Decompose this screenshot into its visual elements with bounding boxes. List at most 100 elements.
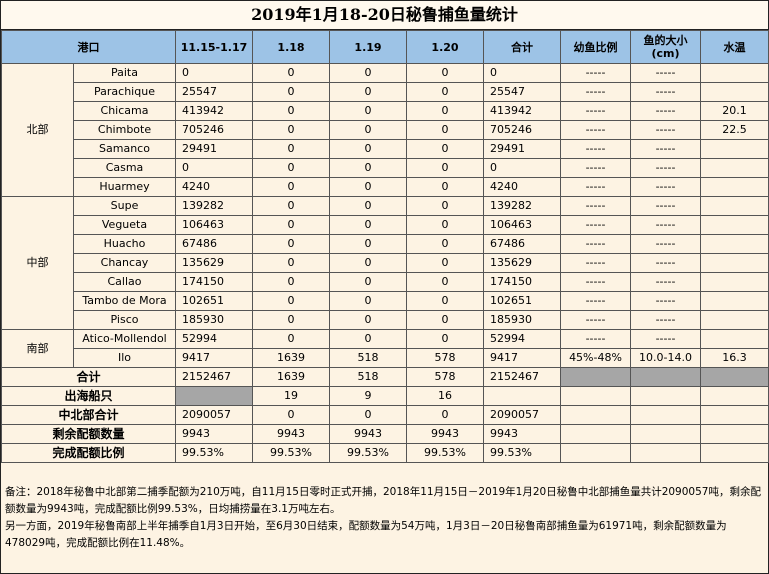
day-value: 0 [406, 196, 484, 216]
day-value: 0 [252, 291, 330, 311]
juvenile-value: ----- [560, 196, 631, 216]
day-value: 0 [406, 139, 484, 159]
total-value: 29491 [483, 139, 561, 159]
summary-empty [560, 443, 631, 463]
summary-empty [700, 367, 769, 387]
table-row: 北部 Paita 0 0 0 0 0 ----- ----- [1, 63, 769, 197]
juvenile-value: ----- [560, 329, 631, 349]
day-value: 578 [406, 348, 484, 368]
day-value: 0 [329, 120, 407, 140]
day-value: 0 [252, 329, 330, 349]
day-value: 0 [252, 158, 330, 178]
table-row: 南部 Atico-Mollendol 52994 0 0 0 52994 ----- ----- [1, 329, 769, 368]
port-name: Chicama [73, 101, 176, 121]
total-value: 52994 [483, 329, 561, 349]
summary-row-remaining: 剩余配额数量 9943 9943 9943 9943 9943 [1, 424, 769, 444]
port-name: Huarmey [73, 177, 176, 197]
size-value: ----- [630, 253, 701, 273]
summary-day-value: 9 [329, 386, 407, 406]
period-value: 135629 [175, 253, 253, 273]
region-label: 南部 [1, 329, 74, 368]
summary-empty [700, 405, 769, 425]
period-value: 106463 [175, 215, 253, 235]
period-value: 4240 [175, 177, 253, 197]
day-value: 0 [329, 63, 407, 83]
summary-empty [700, 424, 769, 444]
summary-empty [630, 386, 701, 406]
summary-total-value: 2152467 [483, 367, 561, 387]
juvenile-value: ----- [560, 234, 631, 254]
region-label: 北部 [1, 63, 74, 197]
port-name: Parachique [73, 82, 176, 102]
summary-period-value: 2152467 [175, 367, 253, 387]
total-value: 0 [483, 158, 561, 178]
size-value: ----- [630, 329, 701, 349]
size-value: ----- [630, 120, 701, 140]
summary-empty [630, 367, 701, 387]
temp-value [700, 234, 769, 254]
temp-value [700, 329, 769, 349]
port-name: Tambo de Mora [73, 291, 176, 311]
summary-empty [175, 386, 253, 406]
page-title: 2019年1月18-20日秘鲁捕鱼量统计 [1, 1, 768, 30]
size-value: ----- [630, 158, 701, 178]
summary-day-value: 99.53% [252, 443, 330, 463]
summary-period-value: 2090057 [175, 405, 253, 425]
day-value: 0 [329, 234, 407, 254]
period-value: 0 [175, 63, 253, 83]
port-name: Paita [73, 63, 176, 83]
port-name: Samanco [73, 139, 176, 159]
day-value: 0 [252, 82, 330, 102]
juvenile-value: ----- [560, 101, 631, 121]
header-period: 11.15-1.17 [175, 30, 253, 64]
catch-table: 港口 11.15-1.17 1.18 1.19 1.20 合计 幼鱼比例 鱼的大… [1, 30, 769, 463]
size-value: ----- [630, 272, 701, 292]
summary-day-value: 16 [406, 386, 484, 406]
summary-day-value: 99.53% [406, 443, 484, 463]
juvenile-value: ----- [560, 82, 631, 102]
summary-label: 出海船只 [1, 386, 176, 406]
note-paragraph: 另一方面，2019年秘鲁南部上半年捕季自1月3日开始，至6月30日结束，配额数量… [5, 520, 727, 549]
summary-label: 中北部合计 [1, 405, 176, 425]
port-name: Chimbote [73, 120, 176, 140]
period-value: 29491 [175, 139, 253, 159]
size-value: ----- [630, 196, 701, 216]
summary-row-total: 合计 2152467 1639 518 578 2152467 [1, 367, 769, 387]
summary-empty [560, 367, 631, 387]
temp-value [700, 177, 769, 197]
juvenile-value: ----- [560, 177, 631, 197]
header-day-3: 1.20 [406, 30, 484, 64]
table-row: Huarmey 4240 0 0 0 4240 ----- ----- [2, 177, 769, 197]
day-value: 0 [406, 310, 484, 330]
total-value: 174150 [483, 272, 561, 292]
total-value: 413942 [483, 101, 561, 121]
temp-value [700, 139, 769, 159]
summary-day-value: 9943 [252, 424, 330, 444]
port-name: Chancay [73, 253, 176, 273]
port-name: Supe [73, 196, 176, 216]
day-value: 0 [252, 63, 330, 83]
summary-empty [560, 386, 631, 406]
summary-day-value: 0 [406, 405, 484, 425]
port-name: Callao [73, 272, 176, 292]
size-value: ----- [630, 177, 701, 197]
temp-value: 20.1 [700, 101, 769, 121]
juvenile-value: ----- [560, 120, 631, 140]
summary-total-value: 2090057 [483, 405, 561, 425]
day-value: 518 [329, 348, 407, 368]
temp-value [700, 158, 769, 178]
size-value: ----- [630, 101, 701, 121]
summary-row-north-central: 中北部合计 2090057 0 0 0 2090057 [1, 405, 769, 425]
summary-empty [700, 443, 769, 463]
day-value: 0 [406, 215, 484, 235]
total-value: 139282 [483, 196, 561, 216]
size-value: ----- [630, 82, 701, 102]
temp-value [700, 215, 769, 235]
day-value: 0 [252, 177, 330, 197]
notes: 备注：2018年秘鲁中北部第二捕季配额为210万吨，自11月15日零时正式开捕，… [5, 484, 765, 552]
juvenile-value: ----- [560, 272, 631, 292]
day-value: 0 [406, 82, 484, 102]
temp-value: 22.5 [700, 120, 769, 140]
juvenile-value: ----- [560, 291, 631, 311]
